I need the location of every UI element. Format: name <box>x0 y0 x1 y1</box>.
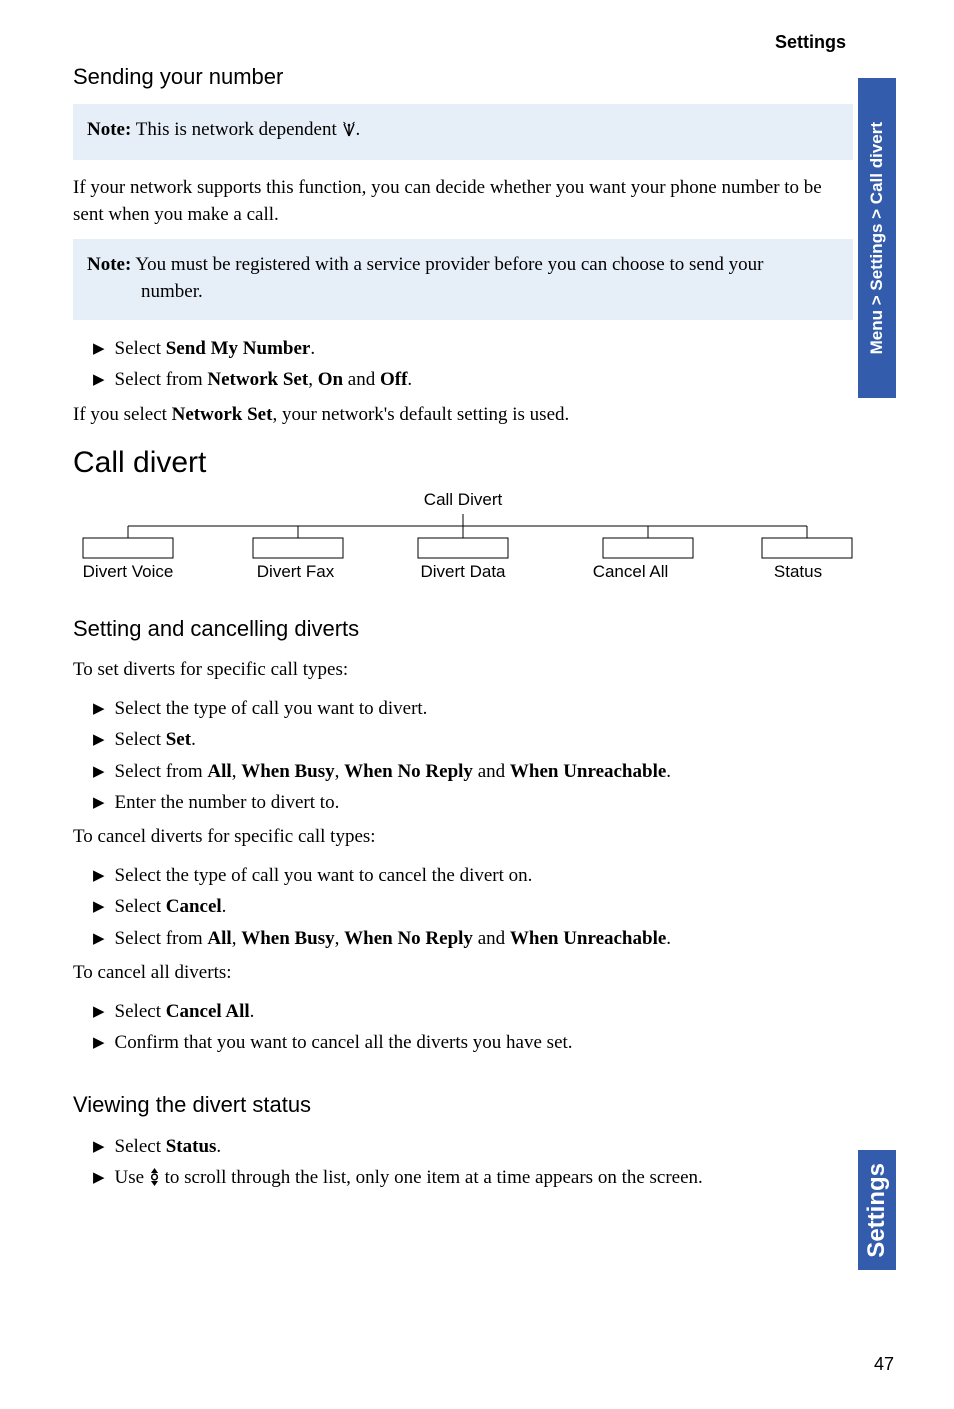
triangle-icon: ▶ <box>93 792 105 815</box>
note-text: This is network dependent <box>131 119 341 140</box>
call-divert-tree: Call Divert Divert Voice Divert Fax Dive… <box>73 490 853 582</box>
list-item-text: Confirm that you want to cancel all the … <box>115 1028 573 1057</box>
list-item-text: Select Cancel All. <box>115 997 255 1026</box>
tree-leaf: Status <box>743 562 853 582</box>
tree-leaf-row: Divert Voice Divert Fax Divert Data Canc… <box>73 562 853 582</box>
heading-sending-number: Sending your number <box>73 64 853 90</box>
triangle-icon: ▶ <box>93 896 105 919</box>
note-label: Note: <box>87 254 131 275</box>
tree-connectors-icon <box>73 514 853 560</box>
sidebar-section-text: Settings <box>863 1163 891 1258</box>
body-text: To cancel all diverts: <box>73 959 853 987</box>
triangle-icon: ▶ <box>93 729 105 752</box>
bullet-list: ▶ Select Cancel All. ▶ Confirm that you … <box>73 997 853 1058</box>
heading-viewing-status: Viewing the divert status <box>73 1092 853 1118</box>
list-item-text: Select Cancel. <box>115 892 227 921</box>
page-root: Settings Menu > Settings > Call divert S… <box>0 0 954 1409</box>
list-item-text: Select the type of call you want to dive… <box>115 694 428 723</box>
list-item-text: Select the type of call you want to canc… <box>115 861 533 890</box>
bullet-list: ▶ Select the type of call you want to di… <box>73 694 853 818</box>
triangle-icon: ▶ <box>93 1167 105 1190</box>
sidebar-breadcrumb-text: Menu > Settings > Call divert <box>867 122 887 354</box>
list-item: ▶ Select from Network Set, On and Off. <box>73 365 853 394</box>
list-item: ▶ Select Set. <box>73 725 853 754</box>
list-item-text: Select Status. <box>115 1132 222 1161</box>
note-text-dot: . <box>356 119 361 140</box>
note-label: Note: <box>87 119 131 140</box>
bullet-list: ▶ Select the type of call you want to ca… <box>73 861 853 953</box>
heading-setting-cancelling: Setting and cancelling diverts <box>73 616 853 642</box>
triangle-icon: ▶ <box>93 369 105 392</box>
list-item: ▶ Select from All, When Busy, When No Re… <box>73 757 853 786</box>
list-item-text: Enter the number to divert to. <box>115 788 340 817</box>
list-item-text: Select from All, When Busy, When No Repl… <box>115 924 672 953</box>
list-item: ▶ Select from All, When Busy, When No Re… <box>73 924 853 953</box>
heading-call-divert: Call divert <box>73 446 853 480</box>
triangle-icon: ▶ <box>93 1032 105 1055</box>
list-item: ▶ Select Send My Number. <box>73 334 853 363</box>
tree-leaf: Divert Voice <box>73 562 183 582</box>
list-item: ▶ Enter the number to divert to. <box>73 788 853 817</box>
page-number: 47 <box>874 1354 894 1375</box>
sidebar-breadcrumb: Menu > Settings > Call divert <box>858 78 896 398</box>
section-label: Settings <box>775 32 846 53</box>
bullet-list: ▶ Select Status. ▶ Use to scroll through… <box>73 1132 853 1196</box>
tree-leaf: Cancel All <box>576 562 686 582</box>
bullet-list: ▶ Select Send My Number. ▶ Select from N… <box>73 334 853 395</box>
list-item: ▶ Select Cancel All. <box>73 997 853 1026</box>
list-item-text: Select Set. <box>115 725 196 754</box>
triangle-icon: ▶ <box>93 761 105 784</box>
list-item: ▶ Select Cancel. <box>73 892 853 921</box>
triangle-icon: ▶ <box>93 1001 105 1024</box>
list-item: ▶ Select the type of call you want to di… <box>73 694 853 723</box>
list-item-text: Select Send My Number. <box>115 334 316 363</box>
content-column: Sending your number Note: This is networ… <box>73 64 853 1196</box>
body-text: To set diverts for specific call types: <box>73 656 853 684</box>
list-item: ▶ Select the type of call you want to ca… <box>73 861 853 890</box>
list-item-text: Select from Network Set, On and Off. <box>115 365 413 394</box>
tree-leaf: Divert Fax <box>241 562 351 582</box>
triangle-icon: ▶ <box>93 698 105 721</box>
antenna-icon <box>342 118 356 146</box>
body-text: To cancel diverts for specific call type… <box>73 823 853 851</box>
triangle-icon: ▶ <box>93 1136 105 1159</box>
triangle-icon: ▶ <box>93 928 105 951</box>
list-item-text: Use to scroll through the list, only one… <box>115 1163 703 1195</box>
sidebar-section: Settings <box>858 1150 896 1270</box>
triangle-icon: ▶ <box>93 338 105 361</box>
triangle-icon: ▶ <box>93 865 105 888</box>
list-item: ▶ Select Status. <box>73 1132 853 1161</box>
note-box-network-dependent: Note: This is network dependent . <box>73 104 853 160</box>
tree-leaf: Divert Data <box>408 562 518 582</box>
tree-root-label: Call Divert <box>73 490 853 510</box>
list-item: ▶ Confirm that you want to cancel all th… <box>73 1028 853 1057</box>
list-item-text: Select from All, When Busy, When No Repl… <box>115 757 672 786</box>
note-text-line2: number. <box>87 278 839 306</box>
body-text: If you select Network Set, your network'… <box>73 401 853 429</box>
scroll-icon <box>149 1166 160 1195</box>
note-text-line1: You must be registered with a service pr… <box>131 254 763 275</box>
note-box-register-provider: Note: You must be registered with a serv… <box>73 239 853 320</box>
body-text: If your network supports this function, … <box>73 174 853 229</box>
list-item: ▶ Use to scroll through the list, only o… <box>73 1163 853 1195</box>
